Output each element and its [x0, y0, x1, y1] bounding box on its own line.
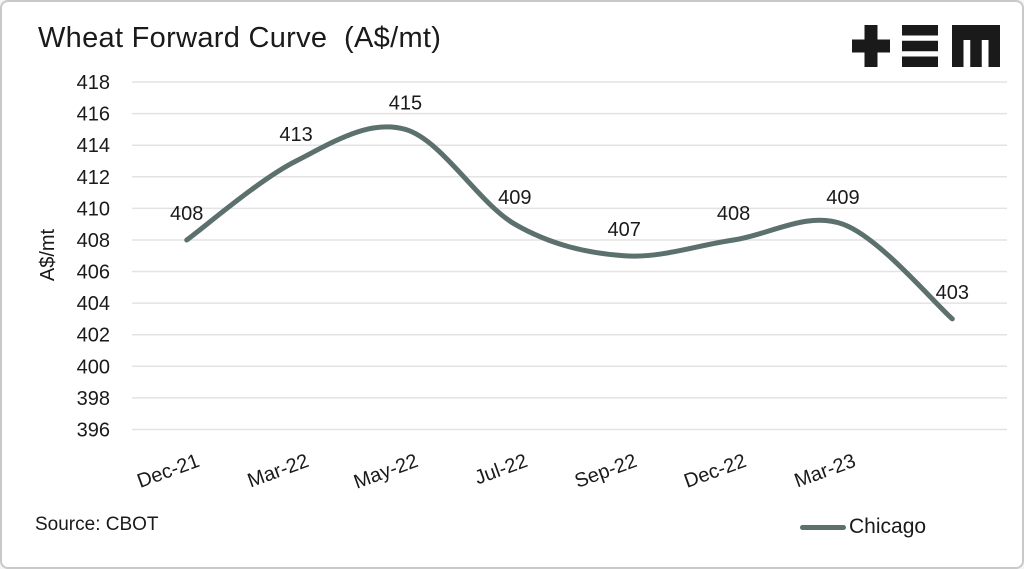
x-tick-label: Dec-22 — [681, 450, 749, 493]
y-tick-label: 416 — [77, 104, 110, 126]
chart-title: Wheat Forward Curve (A$/mt) — [38, 22, 442, 54]
x-tick-label: Mar-23 — [792, 450, 859, 492]
m-icon — [952, 25, 1000, 67]
legend-line-swatch — [800, 524, 846, 530]
x-tick-label: Jul-22 — [472, 450, 531, 489]
y-tick-label: 402 — [77, 325, 110, 347]
data-label: 415 — [389, 92, 422, 114]
plus-icon — [852, 25, 890, 67]
y-tick-label: 412 — [77, 167, 110, 189]
legend: Chicago — [800, 513, 926, 541]
y-tick-label: 418 — [77, 72, 110, 94]
x-tick-label: Mar-22 — [245, 450, 312, 492]
y-tick-label: 406 — [77, 262, 110, 284]
y-tick-label: 414 — [77, 135, 110, 157]
x-tick-label: Sep-22 — [572, 450, 640, 493]
y-tick-label: 400 — [77, 356, 110, 378]
x-tick-label: Dec-21 — [134, 450, 202, 493]
source-note: Source: CBOT — [35, 514, 159, 535]
y-tick-label: 404 — [77, 293, 110, 315]
triple-bar-icon — [902, 25, 938, 67]
data-label: 408 — [717, 203, 750, 225]
y-tick-label: 410 — [77, 198, 110, 220]
tem-logo — [852, 25, 1000, 67]
data-label: 413 — [279, 124, 312, 146]
data-label: 407 — [608, 219, 641, 241]
data-label: 403 — [936, 282, 969, 304]
y-tick-label: 396 — [77, 420, 110, 442]
x-tick-label: May-22 — [351, 450, 421, 493]
y-tick-label: 408 — [77, 230, 110, 252]
data-label: 409 — [826, 187, 859, 209]
data-label: 408 — [170, 203, 203, 225]
chicago-series-line — [184, 124, 955, 322]
data-label: 409 — [498, 187, 531, 209]
y-axis-title: A$/mt — [37, 228, 59, 282]
legend-label: Chicago — [849, 515, 927, 538]
y-tick-label: 398 — [77, 388, 110, 410]
